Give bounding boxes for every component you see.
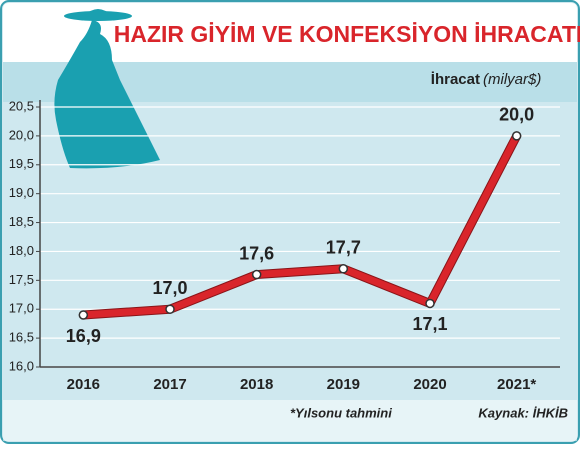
header-bg — [3, 3, 577, 62]
y-tick-label: 16,5 — [9, 330, 34, 345]
value-label: 17,7 — [326, 238, 361, 258]
y-tick-label: 20,0 — [9, 127, 34, 142]
value-label: 17,0 — [152, 278, 187, 298]
footer-bg — [3, 400, 577, 441]
point — [425, 298, 435, 309]
note: *Yılsonu tahmini — [290, 405, 392, 420]
point — [511, 131, 522, 141]
x-tick-label: 2018 — [240, 376, 273, 393]
y-tick-label: 19,0 — [9, 185, 34, 200]
figure-icon — [54, 9, 160, 169]
point — [251, 269, 262, 280]
y-tick-label: 16,0 — [9, 358, 34, 373]
value-label: 20,0 — [499, 105, 534, 125]
point — [78, 310, 89, 320]
point — [338, 264, 349, 274]
y-tick-label: 18,5 — [9, 214, 34, 229]
x-tick-label: 2020 — [413, 376, 446, 393]
y-axis-label: İhracat — [431, 71, 480, 88]
x-tick-label: 2021* — [497, 376, 536, 393]
x-tick-label: 2019 — [327, 376, 360, 393]
line — [79, 132, 521, 319]
y-tick-label: 20,5 — [9, 98, 34, 113]
y-tick-label: 18,0 — [9, 243, 34, 258]
x-tick-label: 2017 — [153, 376, 186, 393]
point — [165, 304, 175, 314]
y-tick-label: 19,5 — [9, 156, 34, 171]
y-tick-label: 17,0 — [9, 301, 34, 316]
chart-title: HAZIR GİYİM VE KONFEKSİYON İHRACATI — [114, 21, 580, 47]
value-label: 16,9 — [66, 326, 101, 346]
y-axis-unit: (milyar$) — [483, 71, 541, 88]
x-tick-label: 2016 — [67, 376, 100, 393]
source: Kaynak: İHKİB — [478, 405, 568, 420]
value-label: 17,1 — [412, 314, 447, 334]
value-label: 17,6 — [239, 243, 274, 263]
y-tick-label: 17,5 — [9, 272, 34, 287]
